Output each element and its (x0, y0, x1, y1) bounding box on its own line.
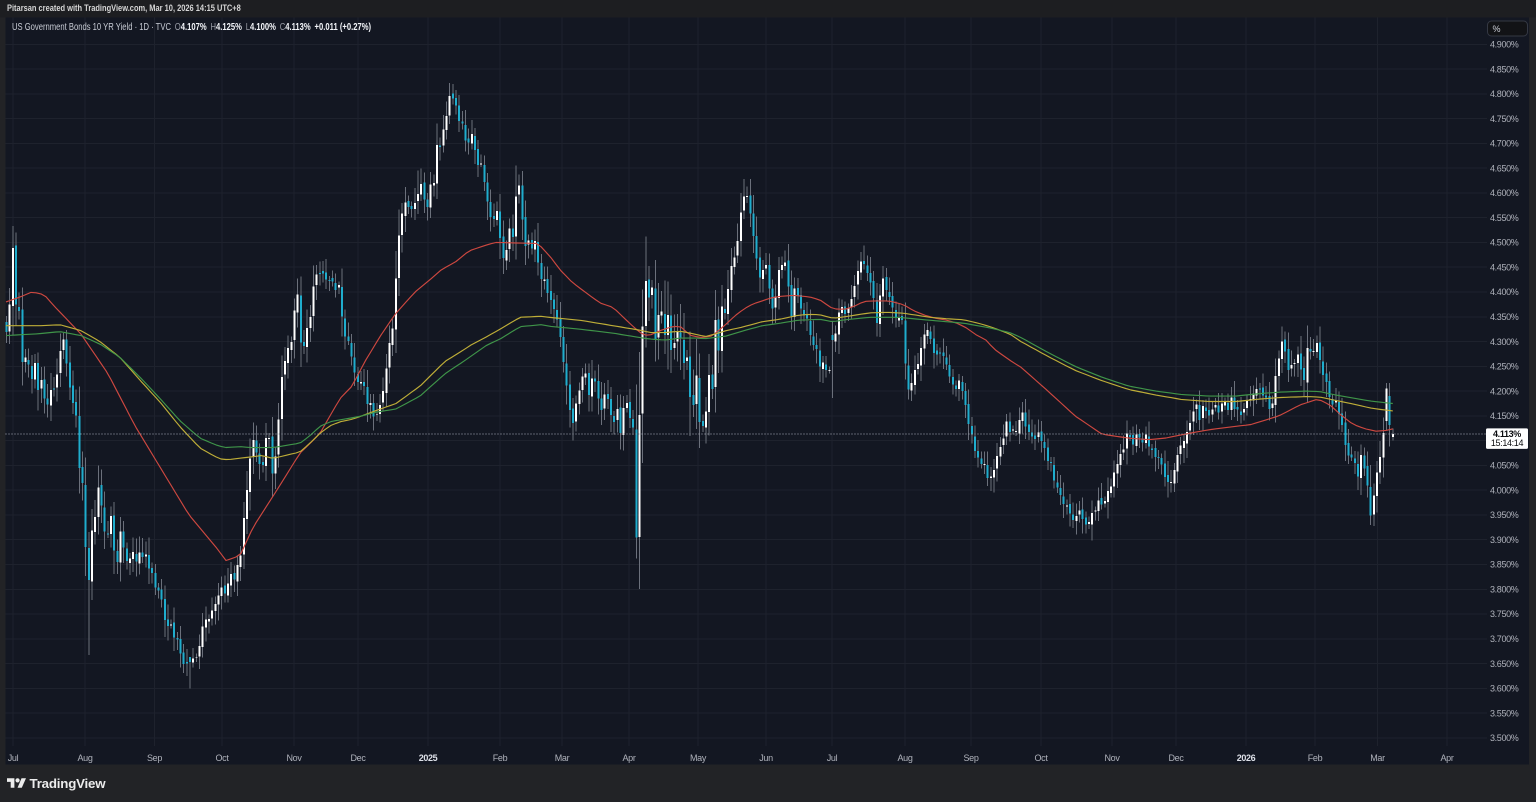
svg-text:4.600%: 4.600% (1490, 188, 1519, 198)
svg-text:4.350%: 4.350% (1490, 312, 1519, 322)
svg-text:4.200%: 4.200% (1490, 386, 1519, 396)
svg-text:2026: 2026 (1237, 753, 1256, 763)
svg-text:15:14:14: 15:14:14 (1491, 438, 1524, 448)
svg-text:4.500%: 4.500% (1490, 238, 1519, 248)
svg-text:4.300%: 4.300% (1490, 337, 1519, 347)
svg-text:Apr: Apr (623, 753, 636, 763)
svg-text:%: % (1492, 24, 1500, 34)
svg-text:Oct: Oct (216, 753, 230, 763)
svg-text:4.450%: 4.450% (1490, 262, 1519, 272)
svg-text:2025: 2025 (419, 753, 438, 763)
svg-text:4.700%: 4.700% (1490, 139, 1519, 149)
svg-text:3.900%: 3.900% (1490, 535, 1519, 545)
svg-text:Oct: Oct (1035, 753, 1049, 763)
svg-text:Dec: Dec (351, 753, 367, 763)
svg-text:4.000%: 4.000% (1490, 485, 1519, 495)
svg-text:3.800%: 3.800% (1490, 585, 1519, 595)
svg-text:4.850%: 4.850% (1490, 64, 1519, 74)
svg-text:Aug: Aug (78, 753, 93, 763)
svg-text:Jul: Jul (827, 753, 838, 763)
svg-text:3.500%: 3.500% (1490, 733, 1519, 743)
svg-text:4.750%: 4.750% (1490, 114, 1519, 124)
svg-text:3.600%: 3.600% (1490, 684, 1519, 694)
svg-text:3.700%: 3.700% (1490, 634, 1519, 644)
svg-text:4.800%: 4.800% (1490, 89, 1519, 99)
svg-text:4.050%: 4.050% (1490, 461, 1519, 471)
svg-text:4.400%: 4.400% (1490, 287, 1519, 297)
svg-text:Aug: Aug (898, 753, 913, 763)
svg-text:Jun: Jun (759, 753, 773, 763)
svg-text:May: May (690, 753, 707, 763)
svg-text:Nov: Nov (1105, 753, 1121, 763)
svg-text:4.650%: 4.650% (1490, 163, 1519, 173)
svg-text:Feb: Feb (1308, 753, 1323, 763)
svg-text:Sep: Sep (147, 753, 162, 763)
svg-text:Nov: Nov (287, 753, 303, 763)
svg-text:3.650%: 3.650% (1490, 659, 1519, 669)
svg-text:4.150%: 4.150% (1490, 411, 1519, 421)
svg-text:Mar: Mar (1370, 753, 1385, 763)
svg-text:Mar: Mar (555, 753, 570, 763)
svg-text:Sep: Sep (964, 753, 979, 763)
svg-text:4.113%: 4.113% (1493, 429, 1521, 439)
svg-text:Feb: Feb (493, 753, 508, 763)
svg-text:3.850%: 3.850% (1490, 560, 1519, 570)
svg-text:Dec: Dec (1169, 753, 1185, 763)
svg-text:Jul: Jul (8, 753, 19, 763)
svg-text:3.550%: 3.550% (1490, 708, 1519, 718)
svg-text:Apr: Apr (1441, 753, 1454, 763)
svg-text:4.250%: 4.250% (1490, 362, 1519, 372)
svg-text:3.750%: 3.750% (1490, 609, 1519, 619)
svg-text:4.900%: 4.900% (1490, 40, 1519, 50)
svg-text:3.950%: 3.950% (1490, 510, 1519, 520)
svg-text:4.550%: 4.550% (1490, 213, 1519, 223)
